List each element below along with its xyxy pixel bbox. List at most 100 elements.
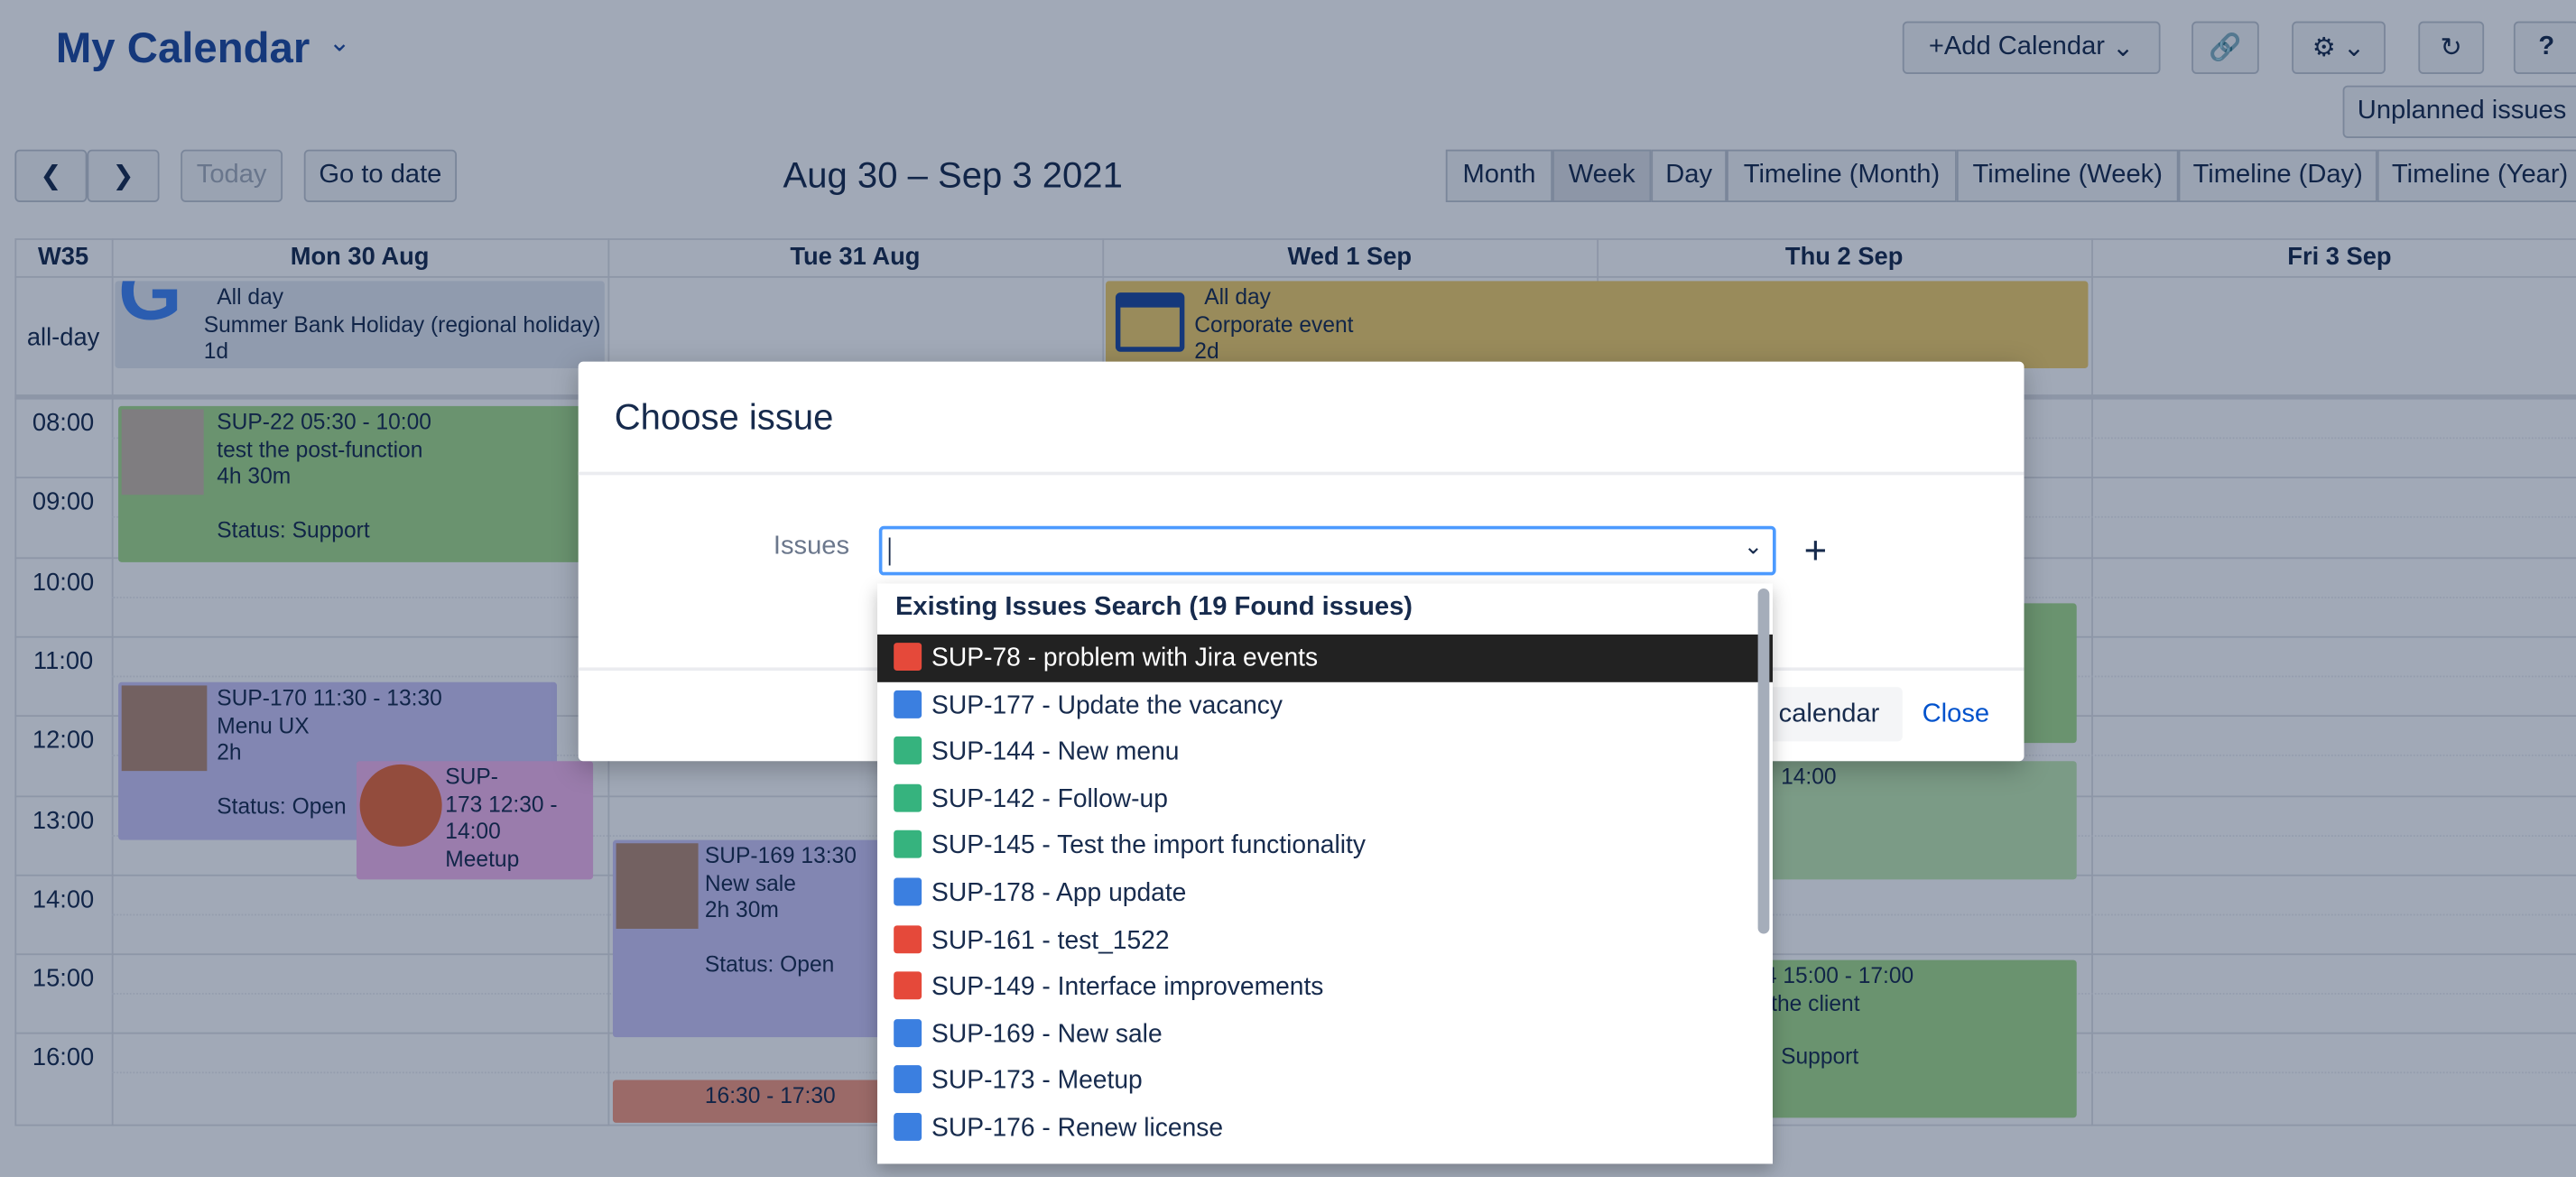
issue-type-icon xyxy=(894,1018,922,1047)
view-button[interactable]: Timeline (Week) xyxy=(1956,149,2179,203)
dropdown-header: Existing Issues Search (19 Found issues) xyxy=(895,593,1413,622)
today-button[interactable]: Today xyxy=(181,149,283,203)
issue-select[interactable]: ⌄ xyxy=(878,525,1776,576)
avatar xyxy=(616,843,699,929)
add-issue-button[interactable]: + xyxy=(1803,529,1828,574)
unplanned-button[interactable]: Unplanned issues xyxy=(2342,85,2576,138)
issue-type-icon xyxy=(894,924,922,953)
issue-type-icon xyxy=(894,830,922,859)
event-text: Support xyxy=(1781,1043,1859,1069)
hour-label: 12:00 xyxy=(32,727,95,755)
issue-option[interactable]: SUP-161 - test_1522 xyxy=(877,916,1773,963)
issue-text: SUP-173 - Meetup xyxy=(931,1067,1143,1096)
hour-label: 11:00 xyxy=(32,647,94,676)
view-button[interactable]: Timeline (Month) xyxy=(1727,149,1957,203)
day-header: Fri 3 Sep xyxy=(2287,243,2392,272)
issue-option[interactable]: SUP-177 - Update the vacancy xyxy=(877,681,1773,728)
issue-type-icon xyxy=(894,877,922,906)
event-text: 4 15:00 - 17:00 xyxy=(1764,963,1914,988)
issue-option[interactable]: SUP-176 - Renew license xyxy=(877,1105,1773,1152)
add-calendar-button[interactable]: + Add Calendar ⌄ xyxy=(1902,21,2161,74)
view-button[interactable]: Day xyxy=(1651,149,1728,203)
event-text: Status: Open xyxy=(704,950,835,976)
issue-type-icon xyxy=(894,737,922,765)
view-button[interactable]: Timeline (Year) xyxy=(2377,149,2576,203)
date-range: Aug 30 – Sep 3 2021 xyxy=(783,154,1123,196)
settings-button[interactable]: ⚙ ⌄ xyxy=(2292,21,2386,74)
issue-option[interactable]: SUP-78 - problem with Jira events xyxy=(876,634,1773,682)
issue-option[interactable]: SUP-149 - Interface improvements xyxy=(877,964,1773,1011)
event-text: SUP- xyxy=(445,764,499,790)
button-text: Add Calendar xyxy=(1943,32,2105,61)
calendar-title[interactable]: My Calendar xyxy=(55,23,310,73)
event[interactable]: SUP-22 05:30 - 10:00 test the post-funct… xyxy=(118,405,595,562)
event[interactable]: 4 15:00 - 17:00 the client Support xyxy=(1757,959,2077,1118)
event-text: 2h 30m xyxy=(704,897,779,922)
prev-button[interactable]: ❮ xyxy=(14,149,88,203)
refresh-button[interactable]: ↻ xyxy=(2418,21,2485,74)
event-text: the client xyxy=(1771,990,1860,1015)
scrollbar[interactable] xyxy=(1757,588,1770,934)
event[interactable]: All day Corporate event 2d xyxy=(1105,281,2089,368)
close-button[interactable]: Close xyxy=(1922,700,1990,728)
issue-text: SUP-169 - New sale xyxy=(931,1020,1163,1049)
all-day-label: all-day xyxy=(26,323,100,352)
event-text: 2h xyxy=(217,739,242,765)
view-button[interactable]: Week xyxy=(1552,149,1652,203)
issue-type-icon xyxy=(894,971,922,1000)
event[interactable]: G All day Summer Bank Holiday (regional … xyxy=(115,281,605,368)
view-button[interactable]: Timeline (Day) xyxy=(2178,149,2377,203)
event-text: 14:00 xyxy=(1781,764,1837,790)
help-button[interactable]: ? xyxy=(2513,21,2576,74)
issue-text: SUP-149 - Interface improvements xyxy=(931,973,1324,1002)
event[interactable]: SUP-169 13:30 New sale 2h 30m Status: Op… xyxy=(612,839,893,1038)
issue-option[interactable]: SUP-173 - Meetup xyxy=(877,1058,1773,1105)
event[interactable]: 14:00 xyxy=(1757,761,2077,880)
issue-option[interactable]: SUP-144 - New menu xyxy=(877,728,1773,775)
link-button[interactable]: 🔗 xyxy=(2191,21,2259,74)
caret: ⌄ xyxy=(1743,533,1764,560)
caret: ⌄ xyxy=(2104,34,2135,63)
avatar xyxy=(121,685,208,772)
hour-label: 09:00 xyxy=(32,488,95,517)
event[interactable]: SUP- 173 12:30 - 14:00 Meetup xyxy=(356,761,594,880)
column-line xyxy=(111,238,114,1126)
issue-text: SUP-145 - Test the import functionality xyxy=(931,832,1366,861)
next-button[interactable]: ❯ xyxy=(87,149,160,203)
calendar-icon xyxy=(1115,292,1185,352)
hour-label: 08:00 xyxy=(32,409,95,438)
issue-option[interactable]: SUP-142 - Follow-up xyxy=(877,775,1773,822)
plus-icon: + xyxy=(1928,32,1944,61)
issue-option[interactable]: SUP-169 - New sale xyxy=(877,1011,1773,1058)
day-header: Thu 2 Sep xyxy=(1784,243,1904,272)
divider xyxy=(578,471,2025,476)
hour-label: 16:00 xyxy=(32,1044,95,1073)
event-text: 2d xyxy=(1194,338,1219,364)
issue-type-icon xyxy=(894,1065,922,1094)
issue-type-icon xyxy=(894,690,922,718)
column-line xyxy=(2091,238,2093,1126)
issue-text: SUP-161 - test_1522 xyxy=(931,926,1170,955)
event-text: Status: Support xyxy=(217,516,370,542)
view-button[interactable]: Month xyxy=(1445,149,1553,203)
issue-option[interactable]: SUP-145 - Test the import functionality xyxy=(877,822,1773,869)
header-line xyxy=(14,275,2576,278)
event-text: All day xyxy=(217,284,284,310)
event-text: Menu UX xyxy=(217,712,310,737)
event-text: SUP-170 11:30 - 13:30 xyxy=(217,685,442,710)
issue-text: SUP-177 - Update the vacancy xyxy=(931,690,1283,719)
day-header: Mon 30 Aug xyxy=(290,243,430,272)
issue-text: SUP-144 - New menu xyxy=(931,738,1180,767)
event-text: New sale xyxy=(704,870,796,895)
event-text: Summer Bank Holiday (regional holiday) xyxy=(203,311,601,337)
issue-option[interactable]: SUP-178 - App update xyxy=(877,869,1773,916)
issue-text: SUP-142 - Follow-up xyxy=(931,785,1168,814)
hour-label: 14:00 xyxy=(32,885,95,914)
event-text: 14:00 xyxy=(445,818,501,844)
event[interactable]: 16:30 - 17:30 xyxy=(612,1080,893,1123)
go-to-date-button[interactable]: Go to date xyxy=(303,149,458,203)
title-caret[interactable]: ⌄ xyxy=(329,29,351,58)
issue-text: SUP-78 - problem with Jira events xyxy=(931,644,1319,672)
issue-dropdown: Existing Issues Search (19 Found issues)… xyxy=(876,583,1773,1164)
